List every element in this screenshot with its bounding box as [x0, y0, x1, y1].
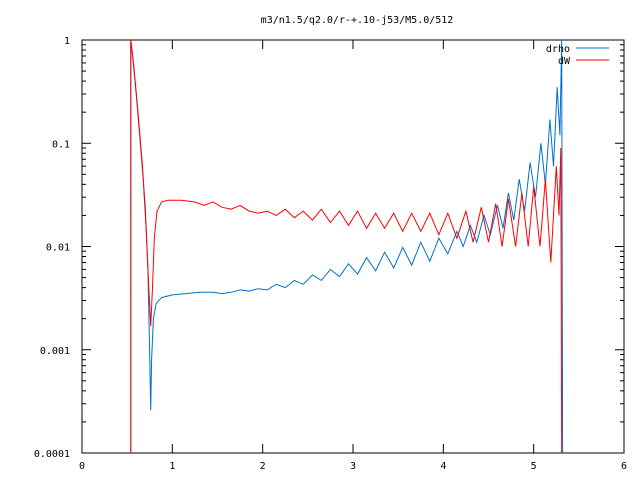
legend: drho dW: [546, 44, 609, 67]
series-line-dW: [130, 39, 563, 454]
y-tick-label: 0.1: [52, 139, 70, 150]
plot-frame: [81, 39, 625, 454]
series-line-drho: [130, 39, 564, 454]
legend-label-dW: dW: [558, 56, 571, 67]
x-tick-label: 0: [79, 461, 85, 472]
x-tick-label: 5: [531, 461, 537, 472]
y-tick-label: 0.01: [46, 243, 70, 254]
y-tick-label: 0.001: [40, 346, 70, 357]
x-tick-label: 6: [621, 461, 627, 472]
x-tick-label: 4: [440, 461, 446, 472]
chart-title: m3/n1.5/q2.0/r-+.10-j53/M5.0/512: [261, 15, 454, 26]
x-tick-label: 2: [260, 461, 266, 472]
x-tick-label: 1: [169, 461, 175, 472]
legend-label-drho: drho: [546, 44, 570, 55]
y-tick-label: 1: [64, 36, 70, 47]
y-tick-label: 0.0001: [34, 449, 70, 460]
x-tick-label: 3: [350, 461, 356, 472]
